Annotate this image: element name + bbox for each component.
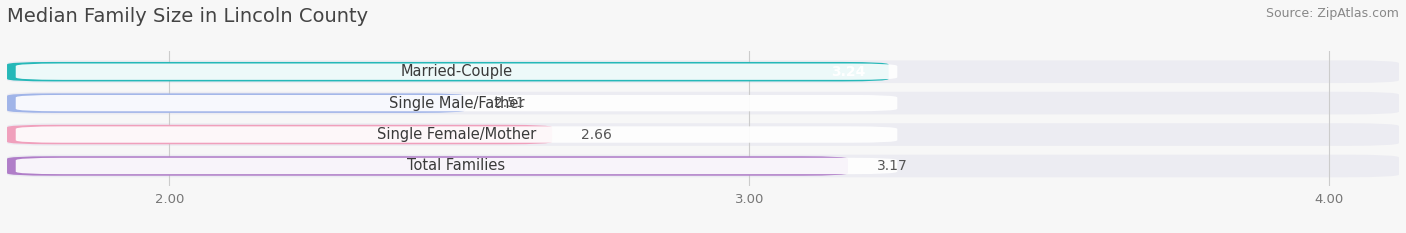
Text: Single Female/Mother: Single Female/Mother (377, 127, 536, 142)
Text: Median Family Size in Lincoln County: Median Family Size in Lincoln County (7, 7, 368, 26)
Text: 3.17: 3.17 (877, 159, 908, 173)
FancyBboxPatch shape (15, 64, 897, 80)
Text: 2.51: 2.51 (495, 96, 524, 110)
Text: Total Families: Total Families (408, 158, 506, 174)
FancyBboxPatch shape (7, 156, 848, 176)
FancyBboxPatch shape (15, 126, 897, 143)
Text: Single Male/Father: Single Male/Father (389, 96, 524, 111)
FancyBboxPatch shape (7, 155, 1399, 177)
FancyBboxPatch shape (7, 92, 1399, 114)
FancyBboxPatch shape (7, 62, 889, 81)
Text: Married-Couple: Married-Couple (401, 64, 513, 79)
Text: 2.66: 2.66 (581, 127, 612, 141)
FancyBboxPatch shape (15, 95, 897, 111)
FancyBboxPatch shape (7, 123, 1399, 146)
Text: 3.24: 3.24 (831, 65, 866, 79)
Text: Source: ZipAtlas.com: Source: ZipAtlas.com (1265, 7, 1399, 20)
FancyBboxPatch shape (7, 93, 465, 113)
FancyBboxPatch shape (7, 125, 553, 144)
FancyBboxPatch shape (7, 60, 1399, 83)
FancyBboxPatch shape (15, 158, 897, 174)
